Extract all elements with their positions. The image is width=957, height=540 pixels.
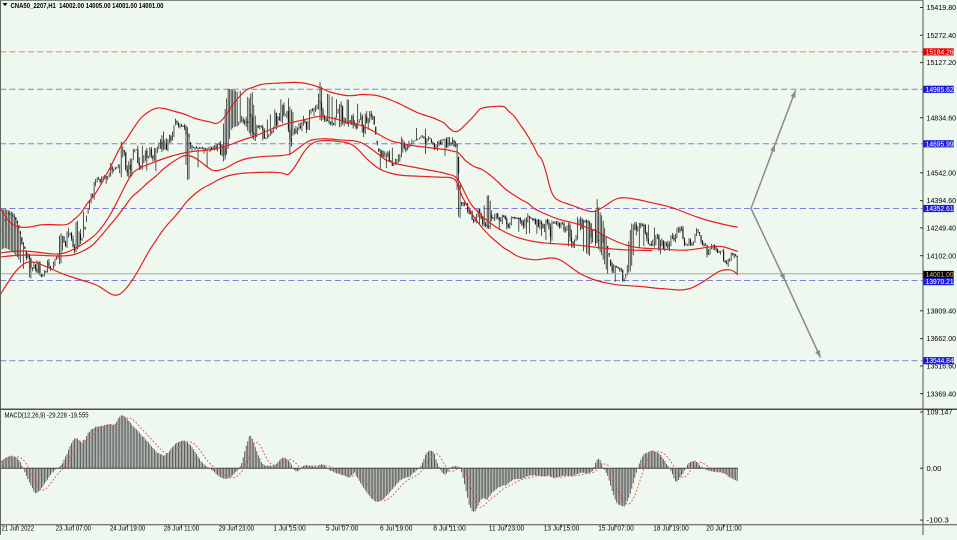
svg-text:15127.20: 15127.20 (927, 58, 957, 67)
svg-text:-100.3: -100.3 (927, 516, 949, 525)
svg-text:MACD(12,26,9) -29.228 -19.555: MACD(12,26,9) -29.228 -19.555 (5, 411, 89, 420)
svg-text:23 Jun 07:00: 23 Jun 07:00 (56, 524, 91, 533)
svg-text:CNA50_2207,H1 14002.00 14005.: CNA50_2207,H1 14002.00 14005.00 14001.00… (11, 1, 164, 10)
svg-text:13 Jul 15:00: 13 Jul 15:00 (544, 524, 579, 533)
svg-text:14985.62: 14985.62 (926, 85, 954, 94)
svg-text:14001.00: 14001.00 (926, 270, 954, 279)
svg-text:14352.61: 14352.61 (926, 204, 954, 213)
svg-text:14249.40: 14249.40 (927, 224, 957, 233)
svg-text:13809.40: 13809.40 (927, 306, 957, 315)
svg-text:11 Jul 23:00: 11 Jul 23:00 (489, 524, 524, 533)
svg-text:15272.40: 15272.40 (927, 31, 957, 40)
svg-text:14695.99: 14695.99 (926, 139, 954, 148)
svg-text:15419.80: 15419.80 (927, 3, 957, 12)
svg-text:13970.21: 13970.21 (926, 277, 954, 286)
svg-text:109.147: 109.147 (927, 408, 953, 417)
svg-text:14102.00: 14102.00 (927, 251, 957, 260)
svg-text:13544.84: 13544.84 (926, 356, 954, 365)
svg-text:1 Jul 15:00: 1 Jul 15:00 (273, 524, 306, 533)
svg-text:15184.26: 15184.26 (926, 47, 954, 56)
svg-text:15 Jul 07:00: 15 Jul 07:00 (598, 524, 633, 533)
svg-text:13662.00: 13662.00 (927, 334, 957, 343)
svg-text:21 Jun 2022: 21 Jun 2022 (2, 524, 35, 533)
svg-text:28 Jun 11:00: 28 Jun 11:00 (164, 524, 199, 533)
svg-text:5 Jul 07:00: 5 Jul 07:00 (326, 524, 359, 533)
svg-text:0.00: 0.00 (927, 464, 942, 473)
svg-text:24 Jun 19:00: 24 Jun 19:00 (110, 524, 145, 533)
svg-text:8 Jul 11:00: 8 Jul 11:00 (433, 524, 466, 533)
svg-text:14542.00: 14542.00 (927, 168, 957, 177)
svg-text:13516.60: 13516.60 (927, 362, 957, 371)
svg-text:20 Jul 11:00: 20 Jul 11:00 (706, 524, 741, 533)
svg-text:18 Jul 19:00: 18 Jul 19:00 (653, 524, 688, 533)
svg-text:14834.60: 14834.60 (927, 113, 957, 122)
svg-text:6 Jul 19:00: 6 Jul 19:00 (380, 524, 413, 533)
svg-text:14394.60: 14394.60 (927, 196, 957, 205)
svg-text:13369.40: 13369.40 (927, 389, 957, 398)
svg-text:29 Jun 23:00: 29 Jun 23:00 (219, 524, 254, 533)
